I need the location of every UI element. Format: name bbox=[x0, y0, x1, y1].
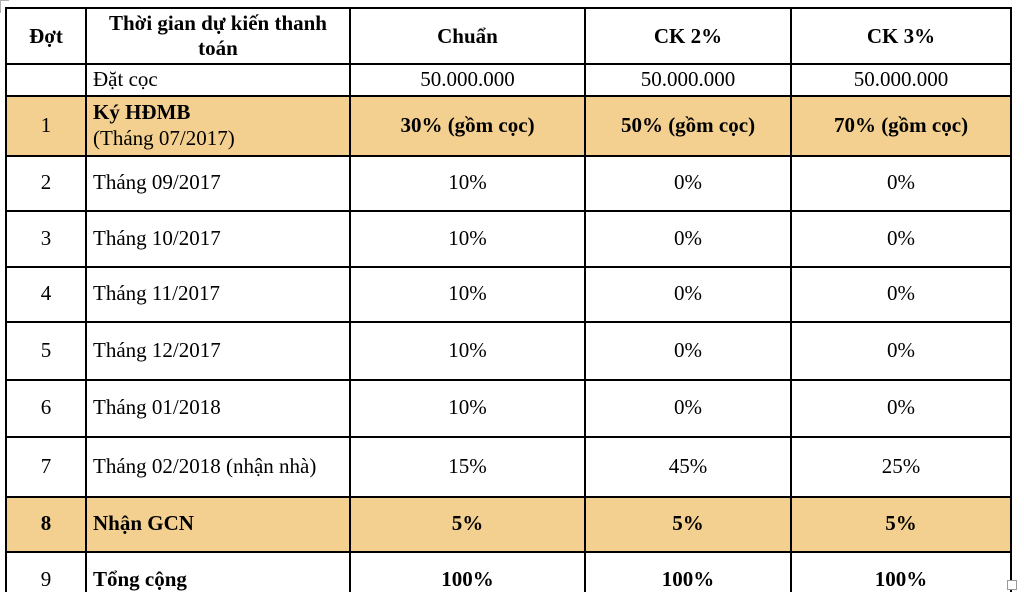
col-header-ck2: CK 2% bbox=[584, 6, 792, 66]
cell-ck2: 50.000.000 bbox=[584, 63, 792, 97]
col-header-chuan: Chuẩn bbox=[349, 6, 586, 66]
table-row-highlight-8: 8 Nhận GCN 5% 5% 5% bbox=[5, 495, 1012, 553]
cell-time: Tháng 09/2017 bbox=[85, 154, 351, 212]
cell-ck3: 70% (gồm cọc) bbox=[790, 94, 1012, 157]
cell-chuan: 5% bbox=[349, 495, 586, 553]
table-row-highlight-1: 1 Ký HĐMB (Tháng 07/2017) 30% (gồm cọc) … bbox=[5, 94, 1012, 157]
col-header-dot: Đợt bbox=[5, 6, 87, 66]
table-row: 5 Tháng 12/2017 10% 0% 0% bbox=[5, 320, 1012, 381]
cell-time: Tháng 11/2017 bbox=[85, 265, 351, 323]
table-row: 3 Tháng 10/2017 10% 0% 0% bbox=[5, 209, 1012, 268]
cell-time: Ký HĐMB (Tháng 07/2017) bbox=[85, 94, 351, 157]
table-row: 7 Tháng 02/2018 (nhận nhà) 15% 45% 25% bbox=[5, 435, 1012, 498]
cell-ck3: 0% bbox=[790, 265, 1012, 323]
cell-ck3: 0% bbox=[790, 154, 1012, 212]
table-row: 4 Tháng 11/2017 10% 0% 0% bbox=[5, 265, 1012, 323]
cell-dot: 9 bbox=[5, 550, 87, 592]
cell-chuan: 30% (gồm cọc) bbox=[349, 94, 586, 157]
payment-schedule-table: Đợt Thời gian dự kiến thanh toán Chuẩn C… bbox=[5, 6, 1012, 592]
cell-time: Tháng 12/2017 bbox=[85, 320, 351, 381]
cell-ck2: 50% (gồm cọc) bbox=[584, 94, 792, 157]
cell-ck3: 0% bbox=[790, 320, 1012, 381]
cell-time: Nhận GCN bbox=[85, 495, 351, 553]
cell-chuan: 10% bbox=[349, 378, 586, 438]
cell-dot: 7 bbox=[5, 435, 87, 498]
cell-ck3: 0% bbox=[790, 209, 1012, 268]
cell-ck3: 50.000.000 bbox=[790, 63, 1012, 97]
cell-dot: 1 bbox=[5, 94, 87, 157]
cell-ck3: 5% bbox=[790, 495, 1012, 553]
cell-chuan: 15% bbox=[349, 435, 586, 498]
cell-dot: 5 bbox=[5, 320, 87, 381]
cell-time: Tháng 02/2018 (nhận nhà) bbox=[85, 435, 351, 498]
cell-ck2: 100% bbox=[584, 550, 792, 592]
cell-time: Tháng 01/2018 bbox=[85, 378, 351, 438]
header-row: Đợt Thời gian dự kiến thanh toán Chuẩn C… bbox=[5, 6, 1012, 66]
cell-chuan: 100% bbox=[349, 550, 586, 592]
cell-chuan: 10% bbox=[349, 320, 586, 381]
cell-time: Đặt cọc bbox=[85, 63, 351, 97]
cell-time: Tổng cộng bbox=[85, 550, 351, 592]
col-header-time: Thời gian dự kiến thanh toán bbox=[85, 6, 351, 66]
corner-mark-icon bbox=[0, 0, 9, 13]
cell-chuan: 10% bbox=[349, 209, 586, 268]
cell-ck2: 0% bbox=[584, 320, 792, 381]
table-row-total: 9 Tổng cộng 100% 100% 100% bbox=[5, 550, 1012, 592]
table-row: 2 Tháng 09/2017 10% 0% 0% bbox=[5, 154, 1012, 212]
table-resize-handle-icon[interactable] bbox=[1007, 580, 1017, 590]
cell-chuan: 10% bbox=[349, 154, 586, 212]
cell-ck3: 100% bbox=[790, 550, 1012, 592]
cell-time: Tháng 10/2017 bbox=[85, 209, 351, 268]
cell-dot: 6 bbox=[5, 378, 87, 438]
cell-ck2: 5% bbox=[584, 495, 792, 553]
cell-ck2: 0% bbox=[584, 209, 792, 268]
cell-chuan: 10% bbox=[349, 265, 586, 323]
cell-dot: 4 bbox=[5, 265, 87, 323]
table-row: 6 Tháng 01/2018 10% 0% 0% bbox=[5, 378, 1012, 438]
cell-ck2: 45% bbox=[584, 435, 792, 498]
cell-ck3: 0% bbox=[790, 378, 1012, 438]
cell-ck2: 0% bbox=[584, 154, 792, 212]
cell-chuan: 50.000.000 bbox=[349, 63, 586, 97]
col-header-ck3: CK 3% bbox=[790, 6, 1012, 66]
table-row-deposit: Đặt cọc 50.000.000 50.000.000 50.000.000 bbox=[5, 63, 1012, 97]
cell-dot: 3 bbox=[5, 209, 87, 268]
cell-ck2: 0% bbox=[584, 378, 792, 438]
cell-dot: 2 bbox=[5, 154, 87, 212]
cell-ck3: 25% bbox=[790, 435, 1012, 498]
cell-dot bbox=[5, 63, 87, 97]
cell-time-main: Ký HĐMB bbox=[93, 100, 191, 125]
cell-dot: 8 bbox=[5, 495, 87, 553]
cell-time-note: (Tháng 07/2017) bbox=[93, 125, 235, 150]
cell-ck2: 0% bbox=[584, 265, 792, 323]
